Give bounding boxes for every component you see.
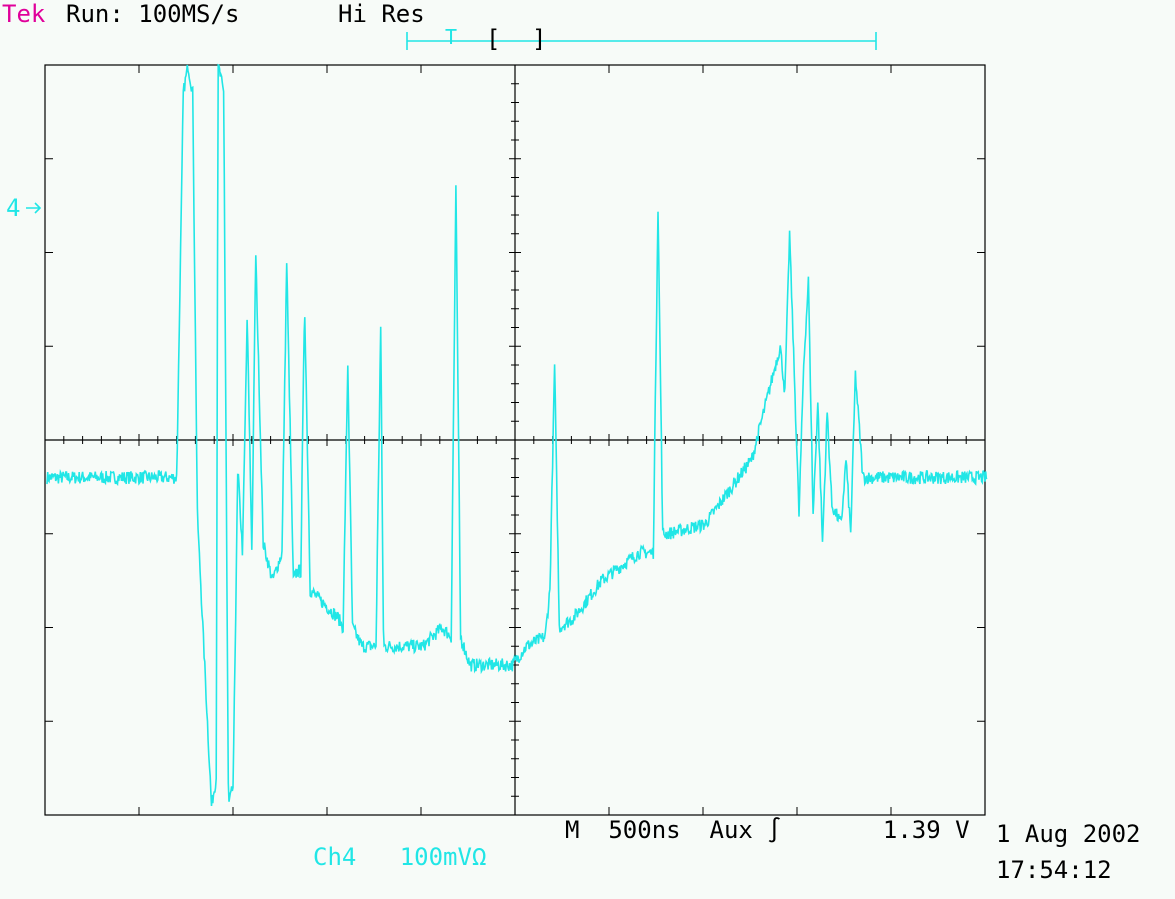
date-stamp: 1 Aug 2002: [996, 820, 1141, 848]
record-bracket-left: [: [486, 25, 501, 53]
acquisition-mode: Hi Res: [338, 0, 425, 28]
channel-readout: Ch4 100mVΩ: [313, 843, 487, 871]
time-stamp: 17:54:12: [996, 856, 1112, 884]
graticule: [44, 64, 986, 816]
record-bracket-right: ]: [532, 25, 547, 53]
run-status: Run: 100MS/s: [66, 0, 240, 28]
ground-arrow-icon: [26, 202, 42, 214]
brand-label: Tek: [2, 0, 46, 28]
timebase-readout: M 500ns Aux ∫ 1.39 V: [565, 816, 970, 844]
trigger-position-bar: [406, 32, 877, 50]
ch4-ground-marker: [26, 202, 42, 214]
ground-marker-label: 4: [6, 194, 21, 222]
ch4-trace: [46, 63, 988, 806]
trigger-marker-label: T: [445, 25, 458, 49]
